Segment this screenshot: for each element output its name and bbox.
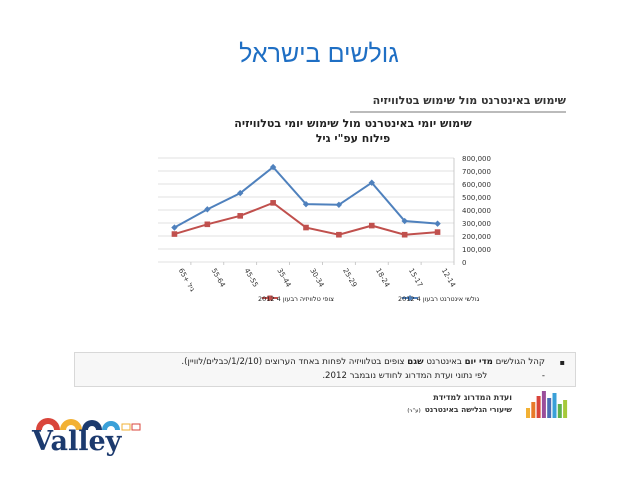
data-point [303,224,309,231]
note-text-mid: באינטרנט [423,357,465,367]
data-point [368,222,375,229]
arc-small-box [131,423,141,431]
data-point [401,231,408,238]
chart-legend: גולשי אינטרנט רבעון 4 2012 צופי טלוויזיה … [258,295,480,303]
chart-subtitle: פילוח עפ"י גיל [316,132,390,145]
logo-bar [563,400,568,418]
logo-bar [541,391,546,418]
line-chart: שימוש יומי באינטרנט מול שימוש יומי בטלוו… [148,112,520,310]
y-axis-ticks: 800,000 700,000 600,000 500,000 400,000 300,0… [462,155,491,267]
line-chart-svg: שימוש יומי באינטרנט מול שימוש יומי בטלוו… [158,117,491,303]
valley-wordmark: Valley [32,426,122,457]
series-1 [171,163,441,231]
arc-red [36,418,60,430]
arc-navy [82,420,102,430]
valley-logo: Valley [30,404,148,460]
figure-heading: שימוש באינטרנט מול שימוש בטלוויזיה [372,94,566,107]
x-tick-label: 45-55 [242,267,259,289]
arc-small-box [121,423,131,431]
logo-org-name: ועדת המדרוג למדידת [433,393,512,402]
note-bold-daily: מדי יום [464,357,493,367]
note-source-dash: - [541,371,545,381]
data-point [401,217,408,225]
logo-bar [531,402,536,418]
note-line-1: קהל הגולשים מדי יום באינטרנט שגם צופים ב… [80,356,545,369]
x-tick-label: 12-14 [440,267,457,289]
note-bold-also: שגם [407,357,424,367]
bars-logo-icon [526,391,568,418]
legend-item: גולשי אינטרנט רבעון 4 2012 [398,295,480,303]
logo-org-sub: שיעורי הגלישה באינטרנט(ע"ר) [407,405,512,414]
data-point [171,231,178,237]
legend-marker [267,295,273,301]
data-point [237,213,244,219]
slide-title: גולשים בישראל [239,40,399,68]
note-source-text: לפי נתוני ועדת המדרוג לחודש נובמבר 2012. [322,371,488,381]
y-tick-label: 500,000 [462,194,491,202]
y-tick-label: 200,000 [462,233,491,241]
data-point [434,229,441,235]
chart-title: שימוש יומי באינטרנט מול שימוש יומי בטלוו… [234,117,472,130]
legend-item: צופי טלוויזיה רבעון 4 2012 [258,295,334,303]
x-tick-label: 35-44 [275,267,292,289]
note-box: ▪ קהל הגולשים מדי יום באינטרנט שגם צופים… [74,352,576,387]
y-tick-label: 800,000 [462,155,491,163]
arc-blue [102,421,120,430]
logo-bar [536,396,541,418]
note-text-post: צופים בטלוויזיה לפחות באחד הערוצים (1/2/… [181,357,408,367]
note-line-2: - לפי נתוני ועדת המדרוג לחודש נובמבר 201… [322,371,545,381]
data-point [302,200,310,208]
data-point [171,224,178,231]
y-tick-label: 100,000 [462,246,491,254]
y-tick-label: 400,000 [462,207,491,215]
x-tick-label: 25-29 [341,267,358,289]
data-point [336,231,342,238]
heading-underline [350,111,566,113]
note-bullet: ▪ [559,358,565,367]
y-tick-label: 600,000 [462,181,491,189]
logo-org-sub-text: שיעורי הגלישה באינטרנט [424,405,512,414]
data-point [204,206,211,213]
data-point [269,163,277,171]
logo-org-abbr: (ע"ר) [407,408,421,414]
x-tick-label: 55-64 [210,267,227,289]
series-2 [171,200,441,238]
logo-bar [557,404,562,418]
y-tick-label: 300,000 [462,220,491,228]
logo-bar [526,408,530,418]
arc-yellow [60,419,82,430]
logo-bar [547,398,552,418]
logo-bar [552,393,557,418]
x-tick-label: 18-24 [374,267,391,289]
chart-grid [158,157,455,263]
chart-series [171,163,441,238]
data-point [204,221,211,228]
legend-label: גולשי אינטרנט רבעון 4 2012 [398,295,480,303]
legend-label: צופי טלוויזיה רבעון 4 2012 [258,295,334,303]
note-text-pre: קהל הגולשים [492,357,545,367]
data-point [270,200,276,206]
data-point [368,179,375,186]
rating-committee-logo: ועדת המדרוג למדידת שיעורי הגלישה באינטרנ… [394,390,572,420]
x-axis-ticks: 12-14 15-17 18-24 25-29 30-34 35-44 45-55 55-64… [177,262,457,293]
data-point [237,189,244,197]
data-point [335,201,343,208]
valley-arcs-icon [36,418,141,431]
x-tick-label: 30-34 [308,267,325,289]
legend-marker [407,295,413,301]
x-tick-label: 65+ גיל [177,267,197,293]
y-tick-label: 0 [462,259,466,267]
data-point [434,220,441,227]
y-tick-label: 700,000 [462,168,491,176]
x-tick-label: 15-17 [407,267,424,289]
